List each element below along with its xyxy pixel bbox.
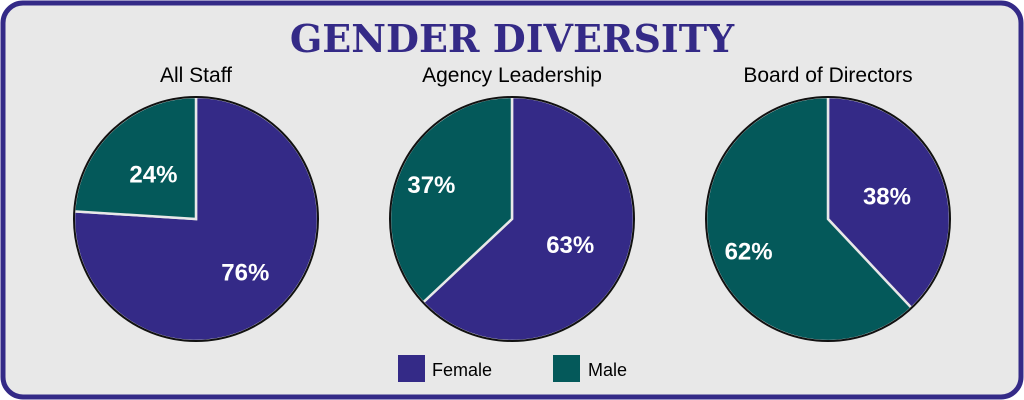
pie-title-all-staff: All Staff <box>160 64 232 87</box>
pie-outline-agency-leadership <box>389 96 635 342</box>
pie-outline-all-staff <box>73 96 319 342</box>
legend: Female Male <box>398 355 627 382</box>
legend-swatch-male <box>553 355 580 382</box>
legend-label-male: Male <box>588 360 627 380</box>
pie-outline-board-of-directors <box>705 96 951 342</box>
chart-title: GENDER DIVERSITY <box>290 16 735 61</box>
pie-label-board-of-directors-male: 62% <box>725 238 773 265</box>
pie-label-all-staff-female: 76% <box>221 259 269 286</box>
pie-label-agency-leadership-female: 63% <box>546 232 594 259</box>
pie-label-all-staff-male: 24% <box>129 162 177 189</box>
pie-label-agency-leadership-male: 37% <box>407 172 455 199</box>
pie-title-board-of-directors: Board of Directors <box>743 64 912 87</box>
pies-group: All Staff 76% 24% Agency Leadership 63% 37% Bo… <box>72 64 952 343</box>
pie-label-board-of-directors-female: 38% <box>863 184 911 211</box>
legend-swatch-female <box>398 355 425 382</box>
pie-title-agency-leadership: Agency Leadership <box>422 64 602 87</box>
legend-label-female: Female <box>432 360 492 380</box>
